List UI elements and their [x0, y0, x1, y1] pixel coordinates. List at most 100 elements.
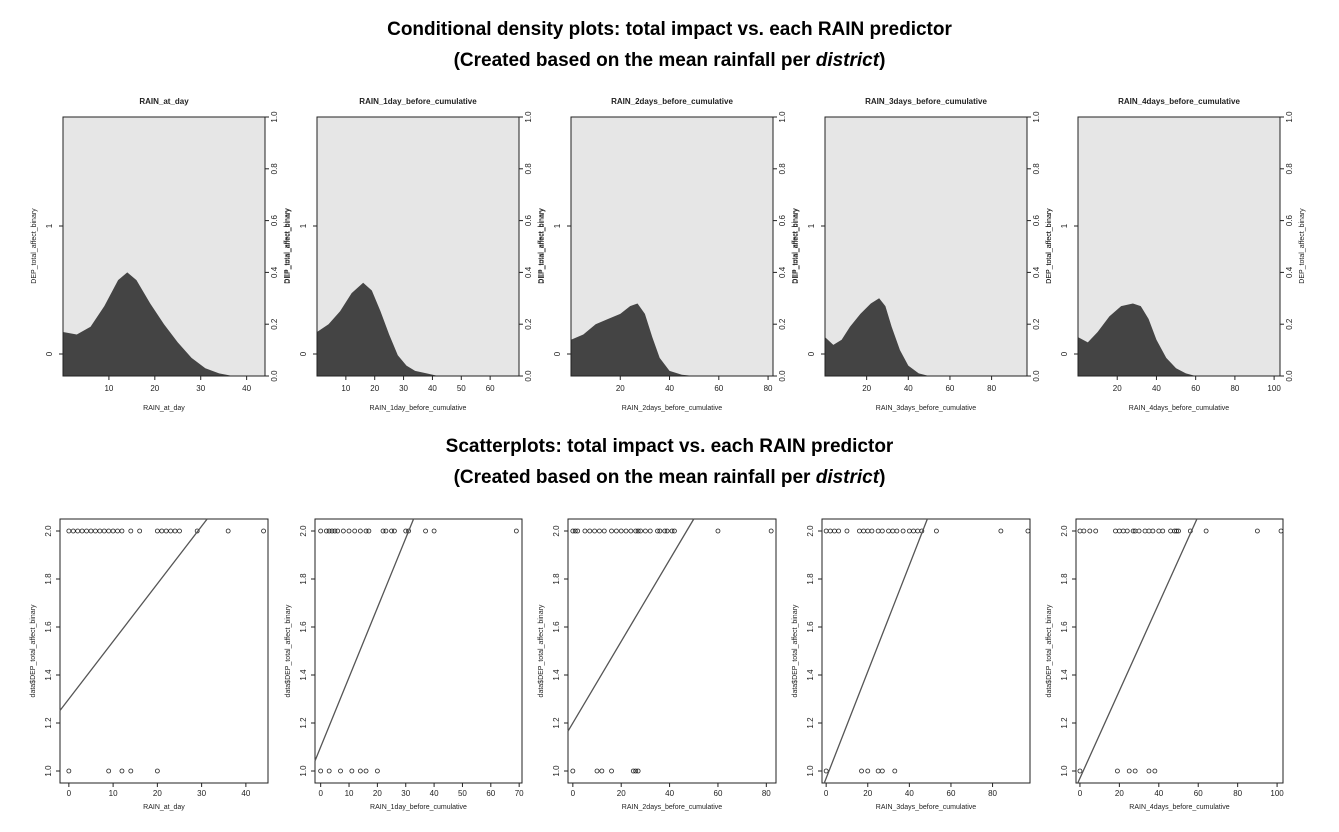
plot-frame — [314, 518, 523, 784]
y-axis-label-right: DEP_total_affect_binary — [1299, 208, 1306, 284]
data-point — [594, 768, 600, 774]
left-tick-label: 0 — [1060, 351, 1069, 356]
data-point — [332, 528, 338, 534]
data-point — [154, 528, 160, 534]
y-tick-label: 2.0 — [44, 525, 53, 537]
data-point — [613, 528, 619, 534]
x-tick-label: 50 — [458, 789, 467, 798]
data-point — [374, 768, 380, 774]
data-point — [1176, 528, 1181, 534]
chart-title: RAIN_1day_before_cumulative — [359, 97, 477, 106]
data-point — [1136, 528, 1142, 534]
x-tick-label: 40 — [241, 789, 250, 798]
data-point — [1087, 528, 1093, 534]
data-point — [119, 528, 125, 534]
data-point — [582, 528, 588, 534]
x-tick-label: 40 — [904, 384, 913, 393]
left-tick-label: 0 — [807, 351, 816, 356]
y-axis-label: data$DEP_total_affect_binary — [30, 604, 37, 697]
density-heading: Conditional density plots: total impact … — [0, 19, 1339, 72]
x-axis-label: RAIN_2days_before_cumulative — [622, 405, 722, 412]
left-tick-label: 1 — [1060, 223, 1069, 228]
density-heading-prefix: (Created based on the mean rainfall per — [453, 50, 816, 71]
data-point — [1278, 528, 1284, 534]
regression-line — [1077, 518, 1198, 784]
right-tick-label: 0.2 — [778, 318, 787, 330]
right-tick-label: 0.6 — [270, 214, 279, 226]
data-point — [106, 528, 112, 534]
data-point — [137, 528, 143, 534]
y-tick-label: 1.4 — [299, 669, 308, 681]
data-point — [106, 768, 112, 774]
y-axis-label: data$DEP_total_affect_binary — [792, 604, 799, 697]
y-axis-label-right: DEP_total_affect_binary — [792, 208, 799, 284]
density-chart-4: RAIN_3days_before_cumulative 20 40 60 80 RAIN… — [793, 97, 1053, 412]
data-point — [633, 768, 639, 774]
density-chart-5: RAIN_4days_before_cumulative 20 40 60 80 100 R… — [1046, 97, 1306, 412]
x-tick-label: 30 — [401, 789, 410, 798]
y-axis-label-right: DEP_total_affect_binary — [538, 208, 545, 284]
left-tick-label: 1 — [553, 223, 562, 228]
x-tick-label: 60 — [945, 384, 954, 393]
data-point — [894, 528, 900, 534]
scatter-chart-3: 0 20 40 60 80 RAIN_2days_before_cumulative 1.0… — [538, 518, 777, 811]
data-point — [391, 528, 397, 534]
data-point — [715, 528, 721, 534]
data-point — [406, 528, 411, 534]
data-point — [79, 528, 85, 534]
data-point — [340, 528, 346, 534]
density-area — [63, 272, 247, 376]
x-tick-label: 20 — [1115, 789, 1124, 798]
y-axis-label: DEP_total_affect_binary — [539, 208, 546, 284]
density-heading-suffix: ) — [879, 50, 886, 71]
plot-frame — [570, 116, 774, 377]
y-tick-label: 2.0 — [299, 525, 308, 537]
x-tick-label: 60 — [947, 789, 956, 798]
right-tick-label: 0.4 — [778, 266, 787, 278]
data-point — [154, 768, 160, 774]
x-tick-label: 70 — [515, 789, 524, 798]
x-tick-label: 80 — [1233, 789, 1242, 798]
data-point — [642, 528, 648, 534]
y-axis-label: DEP_total_affect_binary — [1046, 208, 1053, 284]
x-axis-label: RAIN_4days_before_cumulative — [1129, 804, 1229, 811]
right-tick-label: 1.0 — [1032, 111, 1041, 123]
data-point — [570, 768, 576, 774]
data-point — [1203, 528, 1209, 534]
regression-line — [823, 518, 928, 784]
x-tick-label: 0 — [318, 789, 323, 798]
data-point — [664, 528, 670, 534]
data-point — [1160, 528, 1166, 534]
data-point — [318, 768, 324, 774]
y-tick-label: 1.0 — [44, 765, 53, 777]
x-tick-label: 10 — [104, 384, 113, 393]
data-point — [97, 528, 103, 534]
x-tick-label: 60 — [486, 789, 495, 798]
data-point — [623, 528, 629, 534]
y-axis-label: DEP_total_affect_binary — [31, 208, 38, 284]
y-tick-label: 1.2 — [44, 717, 53, 729]
data-point — [225, 528, 231, 534]
data-point — [844, 528, 850, 534]
scatter-heading-emphasis: district — [815, 467, 880, 488]
data-point — [768, 528, 774, 534]
y-tick-label: 1.4 — [552, 669, 561, 681]
data-point — [859, 768, 864, 774]
data-point — [618, 528, 624, 534]
x-axis-label: RAIN_4days_before_cumulative — [1129, 405, 1229, 412]
data-point — [1115, 768, 1120, 774]
x-tick-label: 30 — [196, 384, 205, 393]
scatter-heading: Scatterplots: total impact vs. each RAIN… — [0, 436, 1339, 489]
plot-frame — [567, 518, 777, 784]
data-point — [1077, 768, 1083, 774]
x-tick-label: 60 — [486, 384, 495, 393]
data-point — [998, 528, 1004, 534]
right-tick-label: 0.4 — [1032, 266, 1041, 278]
y-tick-label: 1.8 — [299, 573, 308, 585]
data-point — [383, 528, 389, 534]
x-axis-label: RAIN_at_day — [143, 405, 185, 412]
x-tick-label: 100 — [1267, 384, 1281, 393]
data-point — [1146, 768, 1152, 774]
data-point — [349, 768, 355, 774]
x-tick-label: 20 — [1113, 384, 1122, 393]
